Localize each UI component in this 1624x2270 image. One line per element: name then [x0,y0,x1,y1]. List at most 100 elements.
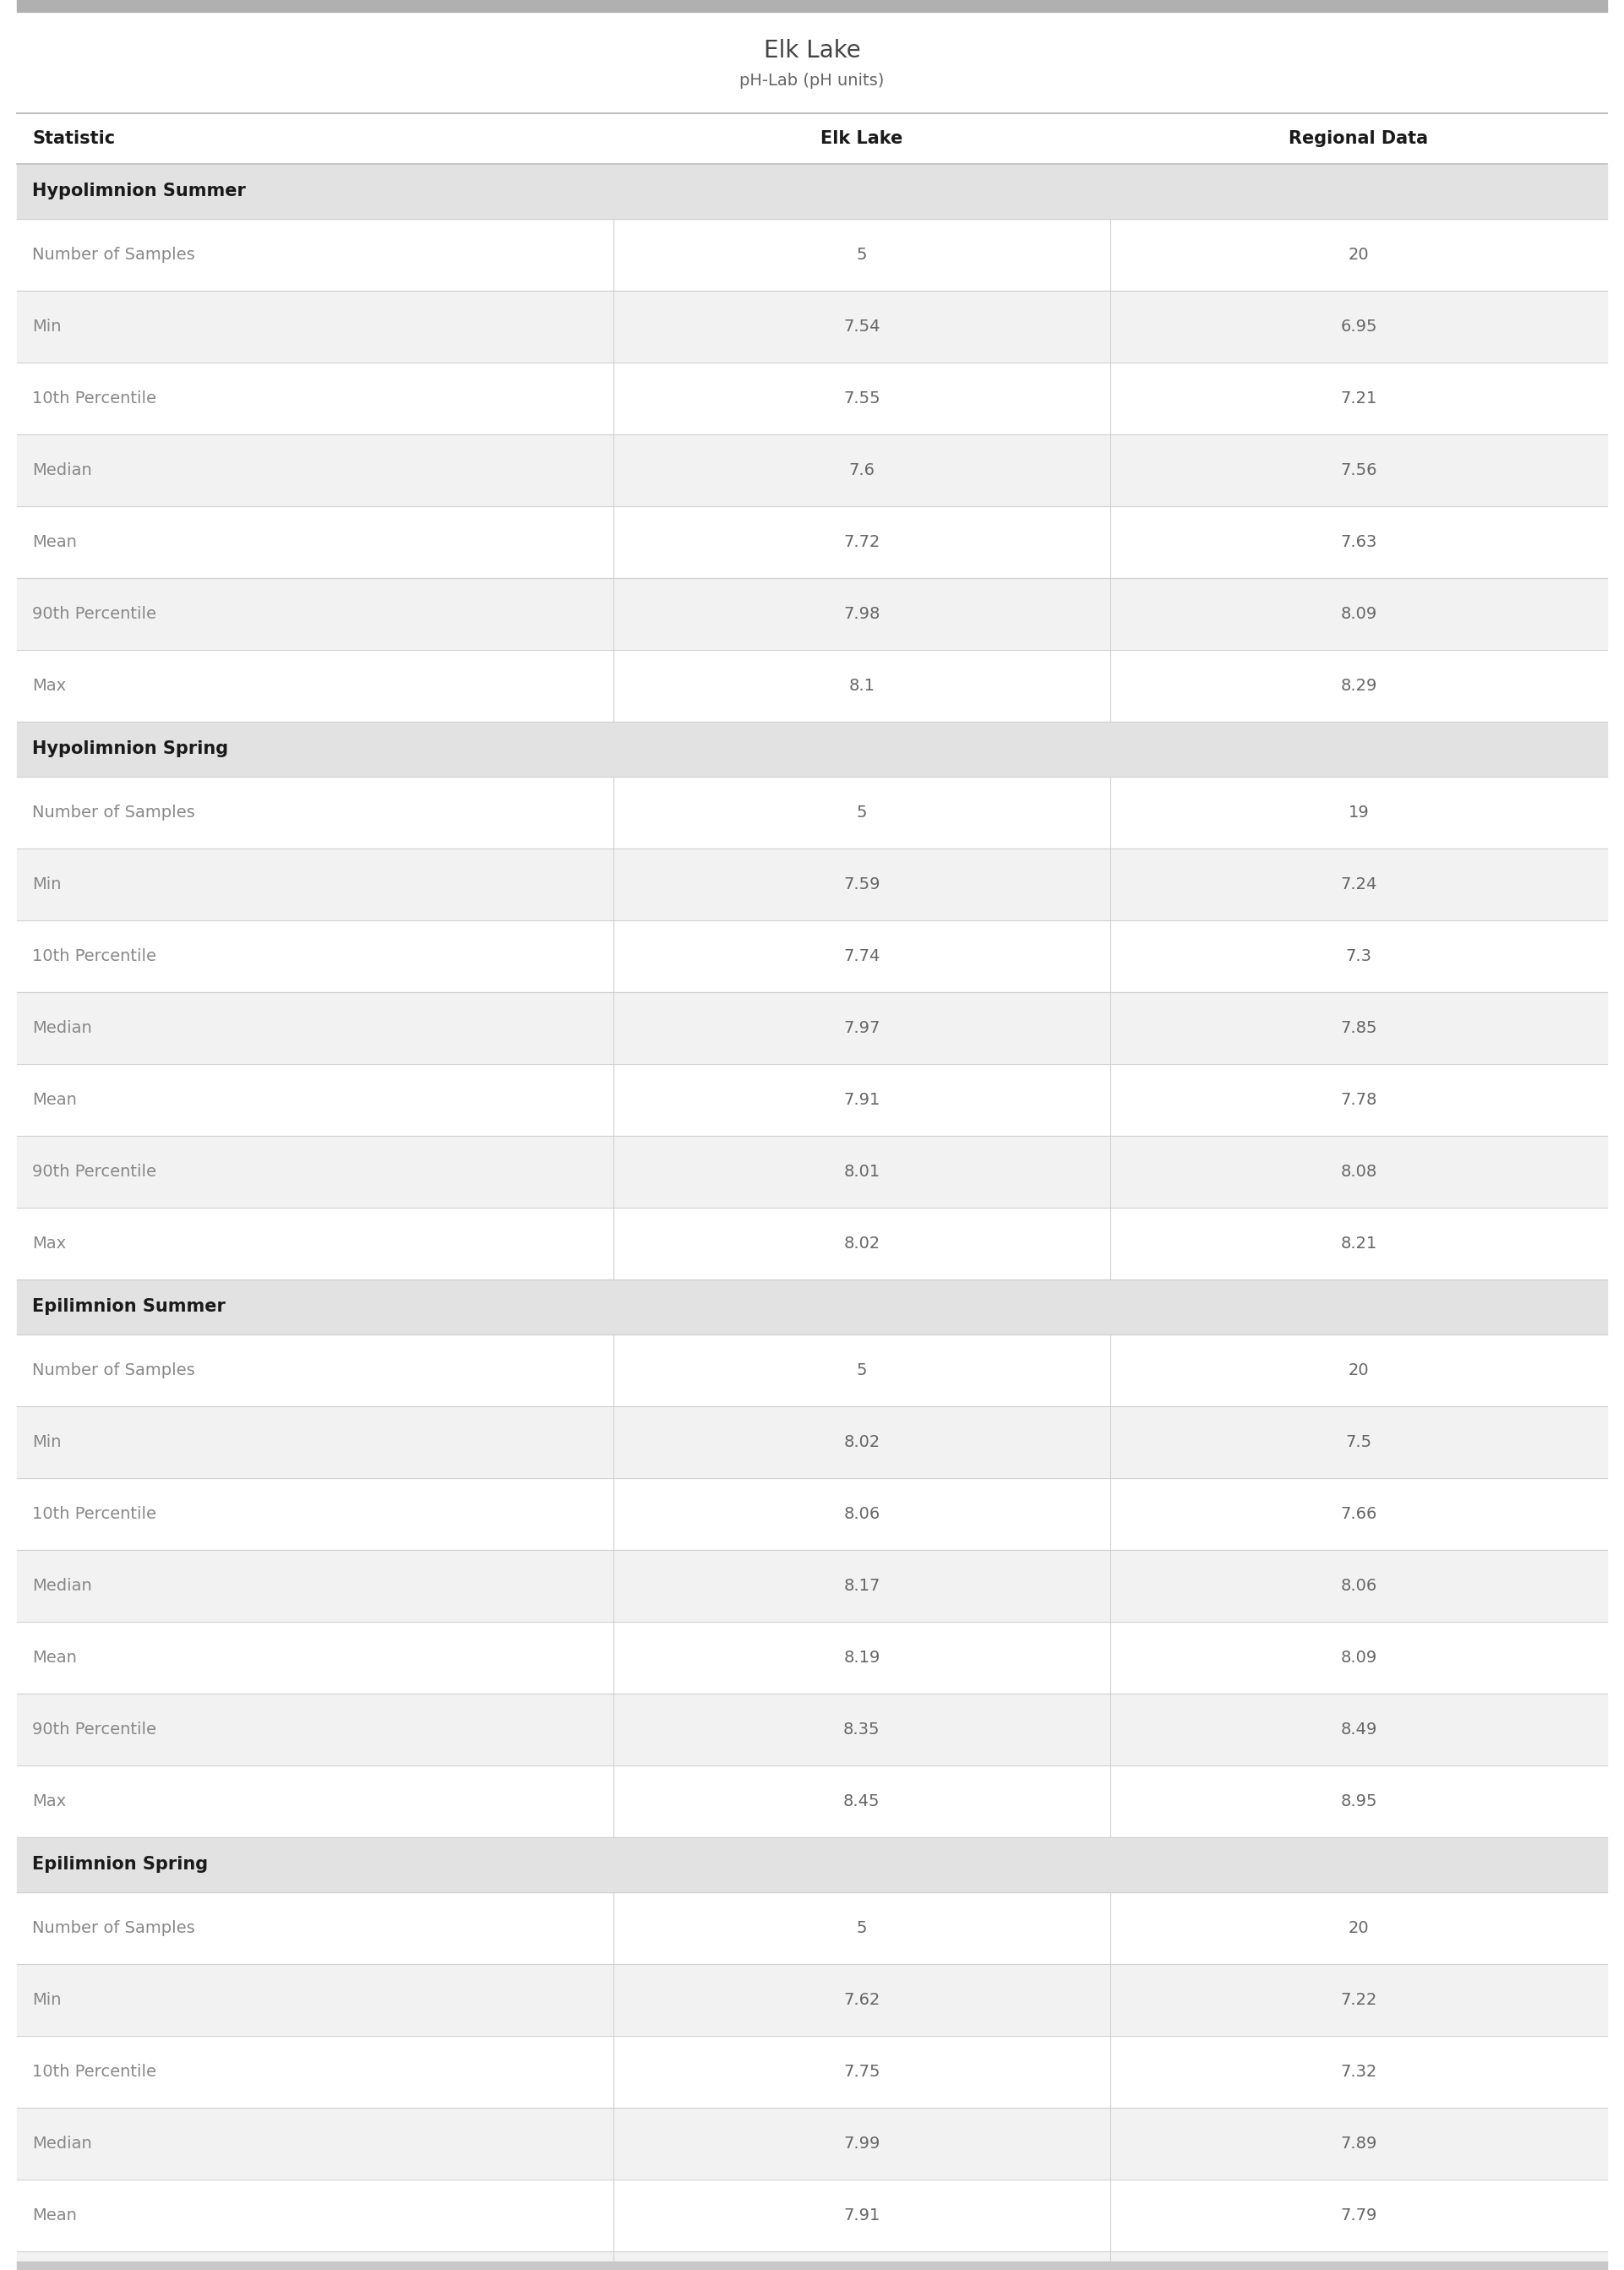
Text: 5: 5 [856,804,867,822]
Text: Median: Median [32,1019,93,1035]
Text: Mean: Mean [32,1092,76,1108]
Text: Min: Min [32,876,62,892]
Text: 10th Percentile: 10th Percentile [32,1505,156,1523]
Text: 7.5: 7.5 [1345,1435,1372,1451]
Bar [16,1065,1608,1135]
Text: 7.91: 7.91 [843,1092,880,1108]
Text: 7.6: 7.6 [849,463,875,479]
Text: Min: Min [32,1435,62,1451]
Text: 6.95: 6.95 [1340,318,1377,334]
Bar [16,1693,1608,1766]
Text: 8.95: 8.95 [1340,1793,1377,1809]
Bar [16,2261,1608,2270]
Bar [16,1280,1608,1335]
Bar [16,0,1608,11]
Text: 8.17: 8.17 [843,1578,880,1594]
Text: 8.01: 8.01 [843,1165,880,1180]
Text: 20: 20 [1348,1920,1369,1936]
Text: 7.91: 7.91 [843,2206,880,2225]
Text: Median: Median [32,463,93,479]
Text: 7.99: 7.99 [843,2136,880,2152]
Bar [16,434,1608,506]
Text: Median: Median [32,2136,93,2152]
Text: Max: Max [32,1793,67,1809]
Text: 8.09: 8.09 [1340,606,1377,622]
Text: Mean: Mean [32,533,76,549]
Text: 7.59: 7.59 [843,876,880,892]
Text: 8.08: 8.08 [1340,1165,1377,1180]
Bar [16,114,1608,163]
Text: 7.56: 7.56 [1340,463,1377,479]
Bar [16,163,1608,218]
Text: Number of Samples: Number of Samples [32,1362,195,1378]
Text: 7.32: 7.32 [1340,2063,1377,2079]
Text: Elk Lake: Elk Lake [763,39,861,61]
Text: 7.74: 7.74 [843,949,880,965]
Text: Statistic: Statistic [32,129,115,148]
Text: Max: Max [32,679,67,695]
Bar [16,363,1608,434]
Bar [16,11,1608,114]
Bar [16,2179,1608,2252]
Bar [16,218,1608,291]
Text: 90th Percentile: 90th Percentile [32,1165,156,1180]
Text: Max: Max [32,1235,67,1251]
Text: Number of Samples: Number of Samples [32,247,195,263]
Text: 7.78: 7.78 [1340,1092,1377,1108]
Text: 7.97: 7.97 [843,1019,880,1035]
Bar [16,506,1608,579]
Text: 8.02: 8.02 [843,1235,880,1251]
Text: 20: 20 [1348,247,1369,263]
Bar [16,992,1608,1065]
Text: Min: Min [32,318,62,334]
Text: 10th Percentile: 10th Percentile [32,2063,156,2079]
Text: 8.49: 8.49 [1340,1721,1377,1737]
Bar [16,1135,1608,1208]
Text: Number of Samples: Number of Samples [32,804,195,822]
Text: 5: 5 [856,1920,867,1936]
Bar [16,776,1608,849]
Text: 7.55: 7.55 [843,390,880,406]
Text: 7.89: 7.89 [1340,2136,1377,2152]
Text: 8.45: 8.45 [843,1793,880,1809]
Text: Number of Samples: Number of Samples [32,1920,195,1936]
Text: 7.24: 7.24 [1340,876,1377,892]
Bar [16,1621,1608,1693]
Bar [16,1550,1608,1621]
Text: 8.09: 8.09 [1340,1650,1377,1666]
Text: 8.29: 8.29 [1340,679,1377,695]
Bar [16,291,1608,363]
Text: 8.19: 8.19 [843,1650,880,1666]
Text: Elk Lake: Elk Lake [820,129,903,148]
Text: 7.54: 7.54 [843,318,880,334]
Text: 19: 19 [1348,804,1369,822]
Bar [16,919,1608,992]
Text: Epilimnion Spring: Epilimnion Spring [32,1857,208,1873]
Text: 8.06: 8.06 [843,1505,880,1523]
Text: Mean: Mean [32,2206,76,2225]
Bar [16,1208,1608,1280]
Text: Hypolimnion Summer: Hypolimnion Summer [32,184,245,200]
Bar [16,849,1608,919]
Bar [16,1478,1608,1550]
Bar [16,1893,1608,1964]
Text: 7.3: 7.3 [1346,949,1372,965]
Bar [16,2109,1608,2179]
Text: 8.1: 8.1 [849,679,875,695]
Text: 20: 20 [1348,1362,1369,1378]
Bar [16,1766,1608,1836]
Text: 8.02: 8.02 [843,1435,880,1451]
Text: Median: Median [32,1578,93,1594]
Text: 5: 5 [856,1362,867,1378]
Bar [16,1335,1608,1407]
Text: 8.06: 8.06 [1340,1578,1377,1594]
Text: Epilimnion Summer: Epilimnion Summer [32,1298,226,1314]
Text: 8.21: 8.21 [1340,1235,1377,1251]
Bar [16,2036,1608,2109]
Text: 7.66: 7.66 [1340,1505,1377,1523]
Bar [16,649,1608,722]
Text: 7.21: 7.21 [1340,390,1377,406]
Text: 5: 5 [856,247,867,263]
Bar [16,722,1608,776]
Text: 7.72: 7.72 [843,533,880,549]
